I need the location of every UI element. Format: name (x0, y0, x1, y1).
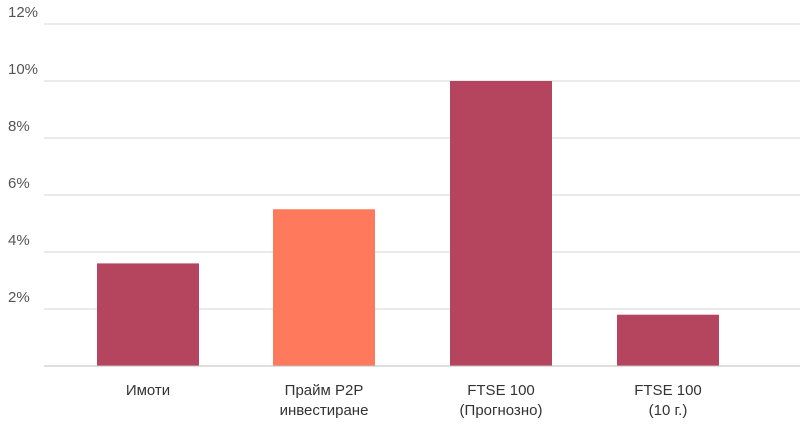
x-axis-labels: Имоти Прайм P2P инвестиране FTSE 100 (Прогно… (126, 382, 702, 419)
y-tick-label: 6% (8, 175, 30, 192)
y-tick-label: 8% (8, 118, 30, 135)
bar (273, 209, 375, 366)
x-category-label: FTSE 100 (10 г.) (634, 382, 702, 419)
x-category-label: Имоти (126, 382, 170, 399)
bar (97, 263, 199, 366)
bars (97, 81, 719, 366)
bar (617, 314, 719, 366)
y-tick-label: 4% (8, 232, 30, 249)
y-tick-label: 2% (8, 289, 30, 306)
x-category-label: FTSE 100 (Прогнозно) (460, 382, 543, 419)
y-axis-ticks: 2% 4% 6% 8% 10% 12% (8, 4, 38, 306)
bar (450, 81, 552, 366)
x-category-label: Прайм P2P инвестиране (280, 382, 369, 419)
gridlines (44, 23, 800, 310)
y-tick-label: 10% (8, 61, 38, 78)
y-tick-label: 12% (8, 4, 38, 21)
